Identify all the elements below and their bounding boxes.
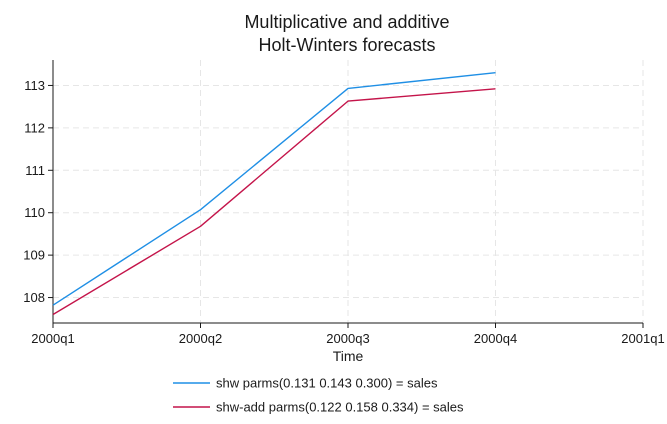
y-tick-label: 113 bbox=[24, 78, 45, 93]
x-axis-title: Time bbox=[333, 348, 364, 364]
legend-label-2: shw-add parms(0.122 0.158 0.334) = sales bbox=[216, 400, 464, 415]
y-tick-label: 112 bbox=[24, 120, 45, 135]
gridlines bbox=[52, 60, 644, 323]
x-tick-label: 2000q3 bbox=[326, 331, 369, 346]
chart-title-line-1: Multiplicative and additive bbox=[244, 12, 449, 32]
x-tick-label: 2001q1 bbox=[621, 331, 664, 346]
series-line-2 bbox=[52, 88, 496, 316]
y-tick-label: 108 bbox=[23, 290, 45, 305]
legend-label-1: shw parms(0.131 0.143 0.300) = sales bbox=[216, 376, 438, 391]
chart-title-line-2: Holt-Winters forecasts bbox=[258, 35, 435, 55]
x-tick-label: 2000q2 bbox=[179, 331, 222, 346]
x-tick-label: 2000q1 bbox=[31, 331, 74, 346]
x-axis-ticks: 2000q1 2000q2 2000q3 2000q4 2001q1 bbox=[31, 323, 665, 346]
x-tick-label: 2000q4 bbox=[474, 331, 517, 346]
legend: shw parms(0.131 0.143 0.300) = sales shw-… bbox=[173, 376, 464, 415]
y-axis-ticks: 108 109 110 111 112 113 bbox=[23, 78, 53, 305]
y-tick-label: 109 bbox=[23, 248, 45, 263]
y-tick-label: 111 bbox=[25, 163, 45, 178]
y-tick-label: 110 bbox=[24, 205, 45, 220]
series-line-1 bbox=[52, 72, 496, 306]
series-lines bbox=[52, 72, 496, 316]
